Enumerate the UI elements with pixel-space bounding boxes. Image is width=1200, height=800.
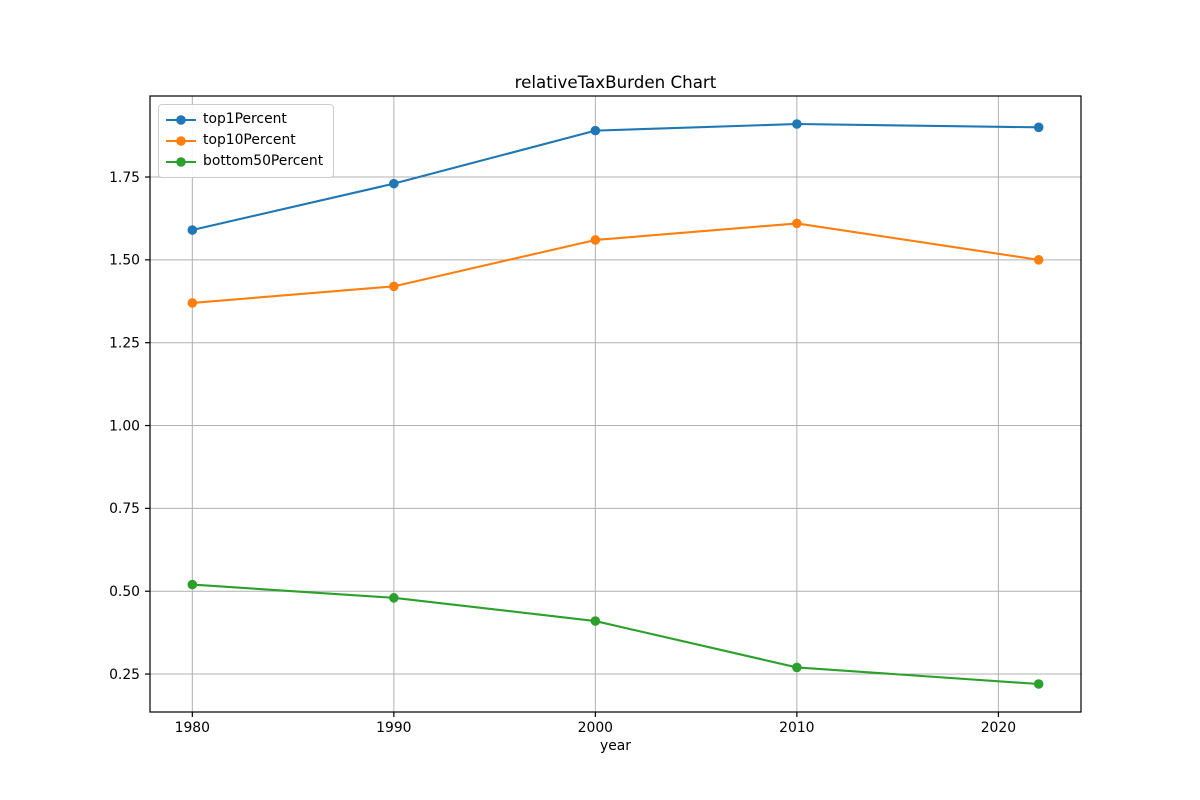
legend-item-top10Percent: top10Percent — [166, 131, 323, 151]
x-tick-label: 1990 — [376, 720, 411, 736]
x-axis-label: year — [600, 738, 631, 754]
data-point-marker — [792, 218, 802, 229]
data-point-marker — [389, 178, 399, 189]
y-tick-label: 0.75 — [109, 501, 140, 517]
y-tick-label: 1.75 — [109, 170, 140, 186]
plot-border — [149, 95, 1082, 713]
legend-line-marker-icon — [166, 157, 196, 167]
x-tick-label: 2020 — [981, 720, 1016, 736]
legend-item-bottom50Percent: bottom50Percent — [166, 152, 323, 172]
series-line-bottom50Percent — [192, 583, 1039, 686]
data-point-marker — [187, 298, 198, 308]
data-point-marker — [590, 616, 601, 626]
legend-item-top1Percent: top1Percent — [166, 110, 323, 130]
data-point-marker — [792, 119, 802, 129]
chart-title: relativeTaxBurden Chart — [514, 72, 717, 92]
legend-label: bottom50Percent — [203, 153, 324, 170]
legend-label: top1Percent — [203, 111, 287, 128]
y-tick-label: 1.25 — [109, 335, 140, 351]
legend-line-marker-icon — [166, 136, 196, 146]
data-point-marker — [389, 593, 399, 603]
y-tick-label: 1.00 — [109, 418, 140, 434]
data-point-marker — [590, 235, 601, 245]
x-tick-label: 2000 — [578, 720, 613, 736]
y-tick-label: 0.50 — [109, 584, 140, 600]
x-tick-label: 2010 — [779, 720, 814, 736]
data-point-marker — [187, 579, 198, 590]
series-line-top10Percent — [192, 222, 1039, 304]
data-point-marker — [1033, 679, 1044, 689]
y-tick-label: 0.25 — [109, 667, 140, 683]
data-point-marker — [590, 125, 601, 136]
data-point-marker — [389, 281, 399, 292]
data-point-marker — [187, 225, 198, 235]
y-tick-label: 1.50 — [109, 253, 140, 269]
legend-label: top10Percent — [203, 132, 296, 149]
data-point-marker — [1033, 255, 1044, 265]
x-tick-label: 1980 — [175, 720, 210, 736]
legend-line-marker-icon — [166, 115, 196, 125]
legend: top1Percent top10Percent bottom50Percent — [158, 104, 335, 178]
data-point-marker — [1033, 122, 1044, 133]
data-point-marker — [792, 662, 802, 673]
